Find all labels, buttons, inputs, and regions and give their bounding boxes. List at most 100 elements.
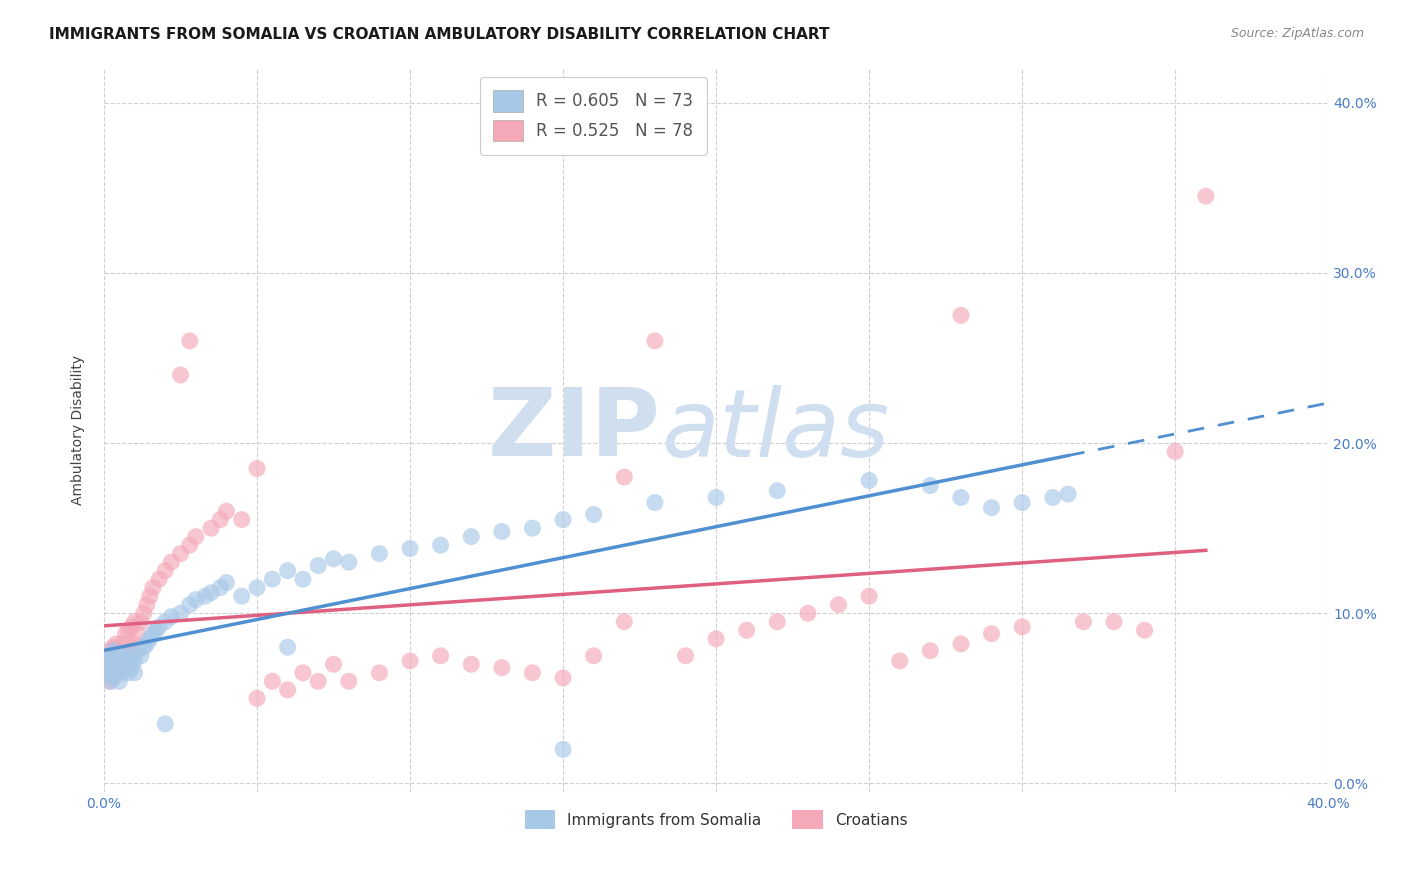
Point	[368, 665, 391, 680]
Point	[111, 654, 134, 668]
Text: IMMIGRANTS FROM SOMALIA VS CROATIAN AMBULATORY DISABILITY CORRELATION CHART: IMMIGRANTS FROM SOMALIA VS CROATIAN AMBU…	[49, 27, 830, 42]
Point	[184, 592, 207, 607]
Point	[766, 483, 789, 498]
Point	[246, 691, 269, 706]
Point	[246, 461, 269, 475]
Point	[132, 606, 155, 620]
Point	[322, 657, 344, 672]
Point	[1195, 189, 1218, 203]
Point	[920, 643, 942, 657]
Point	[704, 491, 727, 505]
Point	[429, 538, 451, 552]
Y-axis label: Ambulatory Disability: Ambulatory Disability	[72, 355, 86, 505]
Point	[582, 648, 605, 663]
Point	[522, 521, 544, 535]
Point	[262, 572, 284, 586]
Point	[169, 606, 191, 620]
Point	[797, 606, 820, 620]
Point	[105, 637, 128, 651]
Point	[117, 654, 139, 668]
Point	[949, 491, 972, 505]
Point	[129, 615, 152, 629]
Point	[139, 589, 162, 603]
Point	[160, 609, 183, 624]
Point	[1102, 615, 1125, 629]
Point	[98, 674, 121, 689]
Point	[179, 598, 201, 612]
Point	[949, 637, 972, 651]
Point	[949, 309, 972, 323]
Point	[491, 661, 513, 675]
Point	[111, 665, 134, 680]
Point	[101, 661, 124, 675]
Point	[858, 589, 880, 603]
Point	[184, 530, 207, 544]
Point	[277, 564, 299, 578]
Point	[105, 648, 128, 663]
Point	[322, 551, 344, 566]
Point	[1042, 491, 1064, 505]
Point	[101, 671, 124, 685]
Point	[920, 478, 942, 492]
Point	[124, 615, 146, 629]
Point	[644, 334, 666, 348]
Point	[1057, 487, 1080, 501]
Point	[231, 589, 253, 603]
Point	[1011, 620, 1033, 634]
Point	[98, 657, 121, 672]
Point	[889, 654, 911, 668]
Point	[194, 589, 217, 603]
Point	[148, 620, 170, 634]
Point	[460, 657, 482, 672]
Point	[551, 513, 574, 527]
Point	[169, 547, 191, 561]
Point	[129, 648, 152, 663]
Point	[108, 661, 131, 675]
Point	[96, 648, 118, 663]
Point	[153, 717, 176, 731]
Point	[209, 513, 232, 527]
Point	[114, 648, 136, 663]
Point	[101, 671, 124, 685]
Point	[153, 564, 176, 578]
Point	[127, 626, 149, 640]
Point	[200, 586, 222, 600]
Point	[96, 661, 118, 675]
Point	[135, 637, 157, 651]
Point	[291, 572, 314, 586]
Point	[108, 643, 131, 657]
Point	[98, 661, 121, 675]
Point	[209, 581, 232, 595]
Point	[291, 665, 314, 680]
Point	[551, 671, 574, 685]
Point	[111, 637, 134, 651]
Point	[522, 665, 544, 680]
Point	[766, 615, 789, 629]
Point	[644, 495, 666, 509]
Point	[179, 334, 201, 348]
Point	[980, 626, 1002, 640]
Point	[124, 665, 146, 680]
Point	[108, 661, 131, 675]
Point	[980, 500, 1002, 515]
Point	[117, 665, 139, 680]
Point	[704, 632, 727, 646]
Point	[105, 665, 128, 680]
Point	[1164, 444, 1187, 458]
Point	[121, 640, 143, 655]
Point	[429, 648, 451, 663]
Text: ZIP: ZIP	[488, 384, 661, 476]
Point	[101, 640, 124, 655]
Point	[858, 474, 880, 488]
Point	[121, 620, 143, 634]
Point	[215, 504, 238, 518]
Point	[231, 513, 253, 527]
Point	[114, 626, 136, 640]
Point	[105, 665, 128, 680]
Point	[105, 654, 128, 668]
Point	[114, 648, 136, 663]
Point	[613, 470, 636, 484]
Point	[460, 530, 482, 544]
Point	[111, 654, 134, 668]
Point	[1133, 624, 1156, 638]
